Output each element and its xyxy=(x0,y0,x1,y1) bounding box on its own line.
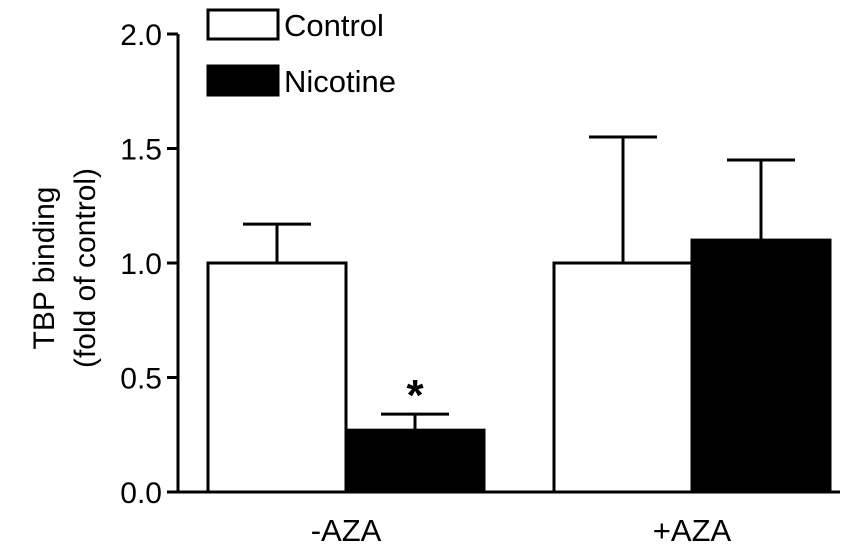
y-tick-label: 1.0 xyxy=(120,248,162,281)
x-category-label: -AZA xyxy=(311,513,382,548)
bar-nicotine-1 xyxy=(690,238,832,494)
y-tick-label: 0.0 xyxy=(120,477,162,510)
error-bars-layer xyxy=(243,135,795,431)
y-tick-label: 2.0 xyxy=(120,19,162,52)
legend-label-control: Control xyxy=(284,8,384,43)
y-axis: 0.0 0.5 1.0 1.5 2.0 xyxy=(120,19,180,510)
y-axis-title-line1: TBP binding xyxy=(28,187,61,350)
x-axis: -AZA +AZA xyxy=(178,490,840,548)
bar-nicotine-0 xyxy=(344,428,486,494)
y-tick-label: 1.5 xyxy=(120,134,162,167)
y-axis-title: TBP binding (fold of control) xyxy=(28,168,102,368)
annotations-layer: * xyxy=(406,371,424,420)
bars-layer xyxy=(206,238,832,494)
legend-label-nicotine: Nicotine xyxy=(284,64,396,99)
y-axis-title-line2: (fold of control) xyxy=(69,168,102,368)
legend-swatch-control xyxy=(206,8,280,41)
y-tick-label: 0.5 xyxy=(120,363,162,396)
bar-control-0 xyxy=(206,261,348,494)
bar-control-1 xyxy=(552,261,694,494)
legend: Control Nicotine xyxy=(206,8,396,99)
legend-swatch-nicotine xyxy=(206,64,280,97)
significance-asterisk: * xyxy=(406,371,424,420)
x-category-label: +AZA xyxy=(653,513,732,548)
